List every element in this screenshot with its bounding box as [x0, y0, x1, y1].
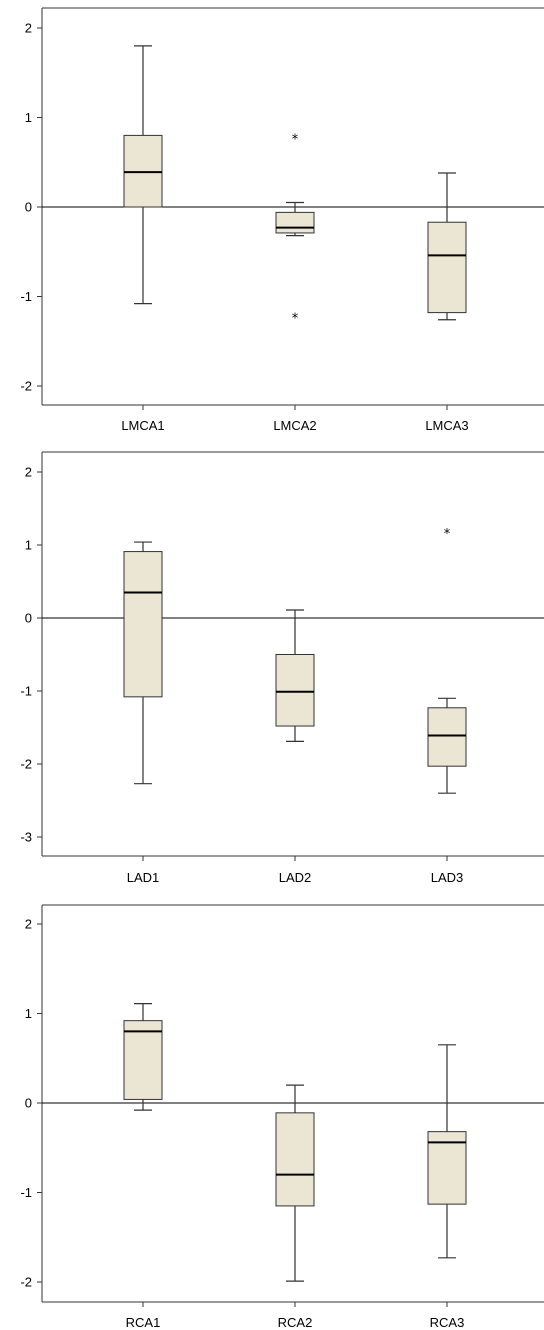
box-lad3: LAD3 *	[427, 527, 467, 885]
y-tick-label: 0	[25, 1096, 32, 1111]
y-tick-label: 2	[25, 917, 32, 932]
y-tick-label: 2	[25, 21, 32, 36]
box-body	[275, 654, 315, 727]
y-tick-label: -1	[20, 684, 32, 699]
y-tick-label: 0	[25, 611, 32, 626]
y-tick-label: -2	[20, 757, 32, 772]
category-label: LMCA3	[425, 418, 468, 433]
y-tick-label: 0	[25, 200, 32, 215]
category-label: RCA2	[278, 1315, 313, 1330]
y-tick-label: -2	[20, 1275, 32, 1290]
panel-3: -2 -1 0 1 2 RCA1 RCA2 RCA3	[20, 904, 544, 1330]
outlier-marker: *	[292, 311, 299, 326]
box-lmca1: LMCA1	[121, 45, 165, 433]
category-label: RCA3	[430, 1315, 465, 1330]
box-lad2: LAD2	[275, 609, 315, 885]
category-label: LAD1	[127, 870, 160, 885]
box-lad1: LAD1	[123, 541, 163, 885]
panel-1: -2 -1 0 1 2 LMCA1 LMCA2 * * LMCA3	[20, 7, 544, 433]
y-tick-label: -1	[20, 1185, 32, 1200]
category-label: LAD3	[431, 870, 464, 885]
y-tick-label: -1	[20, 289, 32, 304]
y-tick-label: 1	[25, 110, 32, 125]
box-lmca3: LMCA3	[425, 172, 469, 433]
outlier-marker: *	[292, 132, 299, 147]
category-label: RCA1	[126, 1315, 161, 1330]
box-body	[275, 1112, 315, 1207]
category-label: LMCA2	[273, 418, 316, 433]
category-label: LMCA1	[121, 418, 164, 433]
y-tick-label: -3	[20, 830, 32, 845]
category-label: LAD2	[279, 870, 312, 885]
box-body	[427, 221, 467, 314]
panel-2: -3 -2 -1 0 1 2 LAD1 LAD2 LAD3 *	[20, 451, 544, 885]
box-body	[427, 1131, 467, 1205]
box-rca1: RCA1	[123, 1003, 163, 1330]
y-tick-label: 2	[25, 465, 32, 480]
box-body	[123, 551, 163, 698]
y-tick-label: 1	[25, 538, 32, 553]
box-rca3: RCA3	[427, 1044, 467, 1330]
box-lmca2: LMCA2 * *	[273, 132, 316, 433]
y-tick-label: -2	[20, 379, 32, 394]
y-tick-label: 1	[25, 1006, 32, 1021]
outlier-marker: *	[444, 527, 451, 542]
box-rca2: RCA2	[275, 1084, 315, 1330]
box-body	[123, 1020, 163, 1100]
box-body	[275, 211, 315, 234]
box-body	[427, 707, 467, 767]
